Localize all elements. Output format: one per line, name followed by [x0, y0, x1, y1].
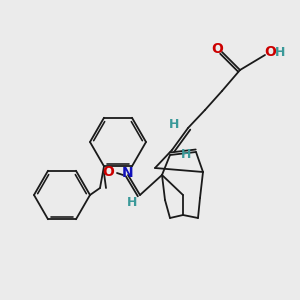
Text: O: O — [102, 165, 114, 179]
Text: H: H — [181, 148, 191, 160]
Text: H: H — [275, 46, 285, 59]
Text: O: O — [211, 42, 223, 56]
Text: H: H — [127, 196, 137, 209]
Text: N: N — [122, 166, 134, 180]
Text: O: O — [264, 45, 276, 59]
Text: H: H — [169, 118, 179, 130]
